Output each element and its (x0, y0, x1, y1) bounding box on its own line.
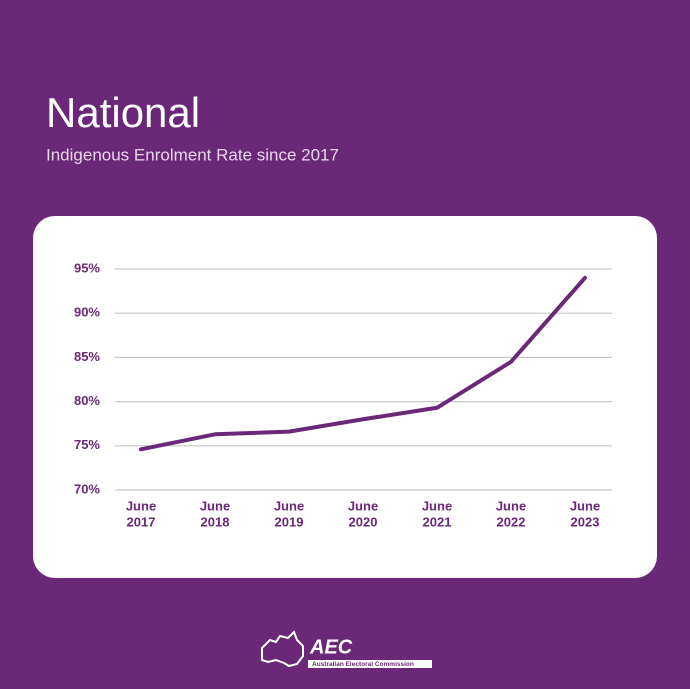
y-tick-label: 95% (74, 260, 100, 275)
y-tick-label: 85% (74, 349, 100, 364)
x-tick-label: June (126, 498, 156, 513)
logo-band (308, 660, 432, 668)
chart-subtitle: Indigenous Enrolment Rate since 2017 (46, 145, 339, 164)
x-tick-label: 2022 (497, 514, 526, 529)
x-tick-label: 2019 (275, 514, 304, 529)
x-tick-label: 2023 (571, 514, 600, 529)
x-tick-label: June (422, 498, 452, 513)
x-tick-label: June (200, 498, 230, 513)
x-tick-label: June (496, 498, 526, 513)
y-tick-label: 80% (74, 393, 100, 408)
x-tick-label: June (348, 498, 378, 513)
logo-text: AEC (309, 636, 353, 658)
chart-title: National (46, 89, 200, 136)
logo-subtext: Australian Electoral Commission (312, 661, 414, 668)
chart-card (33, 216, 657, 578)
x-tick-label: June (274, 498, 304, 513)
y-tick-label: 90% (74, 305, 100, 320)
y-tick-label: 75% (74, 437, 100, 452)
x-tick-label: June (570, 498, 600, 513)
line (139, 275, 587, 452)
logo: AEC Australian Electoral Commission (261, 630, 432, 668)
x-tick-label: 2017 (127, 514, 156, 529)
x-tick-label: 2020 (349, 514, 378, 529)
y-tick-label: 70% (74, 481, 100, 496)
x-tick-label: 2018 (201, 514, 230, 529)
logo-map (261, 630, 304, 668)
x-tick-label: 2021 (423, 514, 452, 529)
